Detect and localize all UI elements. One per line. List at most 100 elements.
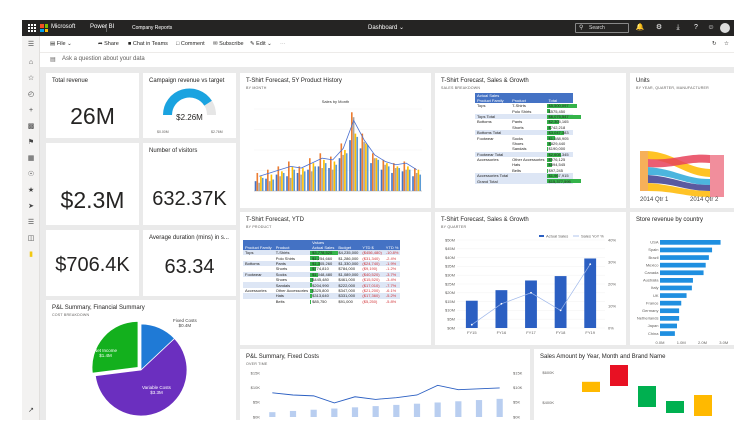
tile-sales-growth-quarter[interactable]: T-Shirt Forecast, Sales & Growth BY QUAR…	[435, 212, 626, 345]
bar	[660, 240, 721, 245]
bar	[525, 280, 537, 328]
qa-input[interactable]: Ask a question about your data	[62, 56, 145, 62]
cell-value: $313,640	[312, 293, 329, 299]
bar	[370, 163, 372, 191]
legend-label: Actual Sales	[546, 234, 568, 239]
cell-value: $3,778,520	[312, 250, 333, 256]
edit-button[interactable]: ✎ Edit ⌄	[250, 41, 272, 47]
bar	[610, 365, 628, 386]
table-cell: -2.4%	[385, 255, 397, 261]
comment-button[interactable]: □ Comment	[176, 41, 205, 47]
goals-icon[interactable]: ⚑	[27, 139, 35, 146]
datasets-icon[interactable]: ▩	[27, 123, 35, 130]
metrics-icon[interactable]: ☰	[27, 219, 35, 226]
recent-icon[interactable]: ◴	[27, 91, 35, 98]
bar	[361, 133, 364, 191]
microsoft-logo-icon	[40, 24, 48, 32]
tile-product-history[interactable]: T-Shirt Forecast, 5Y Product History BY …	[240, 73, 431, 208]
cell-value: $3,047,383	[548, 130, 569, 136]
favorites-icon[interactable]: ☆	[27, 75, 35, 82]
shared-icon[interactable]: ☉	[27, 171, 35, 178]
table-cell: ($17,360)	[362, 293, 380, 299]
table-header: Product	[510, 98, 547, 103]
more-icon[interactable]: ···	[280, 41, 286, 47]
bar	[403, 161, 406, 191]
cell-value: $2,305,165	[548, 119, 569, 125]
tile-store-revenue[interactable]: Store revenue by country USA Spain Brazil M…	[630, 212, 734, 345]
table-cell: Shorts	[512, 124, 524, 130]
data-bar	[546, 147, 548, 152]
fixed-costs-value: $0.4M	[178, 323, 192, 328]
table-row: Bottoms Total $3,047,383	[475, 129, 573, 136]
qa-bar[interactable]: ▤ Ask a question about your data	[40, 53, 734, 67]
table-row: Tops T-Shirts $3,778,520 $4,235,000 ($456,48…	[243, 250, 401, 256]
table-row: Bottoms Pants $1,305,260 $1,330,000 ($24,740…	[243, 260, 401, 267]
search-input[interactable]: ⚲ Search	[575, 23, 629, 33]
table-cell: $190,000	[546, 146, 573, 152]
bar	[330, 156, 332, 191]
x-tick-label: 3.0M	[719, 340, 728, 345]
tile-ytd[interactable]: T-Shirt Forecast, YTD BY PRODUCT Values …	[240, 212, 431, 345]
table-cell: Socks	[512, 135, 523, 141]
share-icon: ➦	[98, 41, 103, 47]
bell-icon[interactable]: 🔔	[635, 24, 645, 31]
bar	[660, 255, 709, 260]
tile-units[interactable]: Units BY YEAR, QUARTER, MANUFACTURER 201…	[630, 73, 734, 208]
gear-icon[interactable]: ⚙	[655, 24, 663, 31]
share-button[interactable]: ➦ Share	[98, 41, 119, 47]
table-cell: -5.8%	[385, 298, 397, 304]
table-cell: Footwear	[245, 271, 262, 277]
star-icon[interactable]: ☆	[724, 41, 729, 47]
apps-icon[interactable]: ▦	[27, 155, 35, 162]
cell-value: $204,990	[312, 282, 329, 288]
cell-value: $976,125	[548, 157, 566, 163]
refresh-icon[interactable]: ↻	[712, 41, 717, 47]
learn-icon[interactable]: ★	[27, 187, 35, 194]
table-cell: Other Accessories	[512, 157, 545, 163]
search-placeholder: Search	[589, 25, 605, 31]
data-bar	[546, 157, 552, 162]
left-nav: ☰ ⌂ ☆ ◴ + ▩ ⚑ ▦ ☉ ★ ➤ ☰ ◫ ▮ ↗	[22, 36, 40, 420]
table-cell: $1,254,660	[310, 255, 336, 261]
create-icon[interactable]: +	[28, 107, 34, 114]
tile-sales-amount[interactable]: Sales Amount by Year, Month and Brand Na…	[534, 349, 734, 420]
yoy-point	[530, 291, 532, 294]
deployment-icon[interactable]: ➤	[28, 203, 34, 210]
tile-total-revenue[interactable]: Total revenue 26M	[46, 73, 139, 138]
feedback-icon[interactable]: ☺	[707, 24, 715, 31]
file-menu[interactable]: ▤ File ⌄	[50, 41, 72, 47]
subscribe-button[interactable]: ✉ Subscribe	[213, 41, 244, 47]
avatar[interactable]	[720, 23, 730, 33]
app-name[interactable]: Power BI	[90, 24, 115, 30]
table-cell: ($9,190)	[362, 266, 378, 272]
expand-icon[interactable]: ↗	[28, 407, 34, 414]
home-icon[interactable]: ⌂	[28, 59, 34, 66]
bar	[413, 403, 421, 417]
cell-value: $15,377,595	[548, 178, 571, 184]
units-ribbon-chart	[640, 151, 724, 197]
tile-visitors[interactable]: Number of visitors 632.37K	[143, 143, 236, 225]
tile-campaign-gauge[interactable]: Campaign revenue vs target $2.26M $0.00M…	[143, 73, 236, 138]
hamburger-icon[interactable]: ☰	[27, 41, 35, 48]
help-icon[interactable]: ?	[694, 24, 698, 31]
workspace-name[interactable]: Company Reports	[132, 24, 173, 31]
app-launcher-icon[interactable]	[28, 24, 36, 32]
tile-sales-breakdown[interactable]: T-Shirt Forecast, Sales & Growth SALES B…	[435, 73, 626, 208]
workspaces-icon[interactable]: ◫	[27, 235, 35, 242]
download-icon[interactable]: ⤓	[676, 24, 680, 31]
cell-value: $1,305,260	[312, 260, 333, 266]
dashboard-breadcrumb[interactable]: Dashboard ⌄	[368, 24, 404, 31]
tile-duration[interactable]: Average duration (mins) in s... 63.34	[143, 230, 236, 296]
y-tick-label: $5K	[253, 400, 260, 405]
tile-pl-financial-summary[interactable]: P&L Summary, Financial Summary COST BREA…	[46, 300, 236, 420]
table-cell: $347,000	[338, 287, 356, 293]
table-cell: Grand Total	[477, 178, 498, 184]
table-row: Hats $894,545	[475, 162, 573, 168]
teams-button[interactable]: ■ Chat in Teams	[128, 41, 168, 47]
current-workspace-icon[interactable]: ▮	[29, 251, 33, 258]
tile-stat-706k[interactable]: $706.4K	[46, 230, 139, 296]
tile-stat-2-3m[interactable]: $2.3M	[46, 143, 139, 225]
bar	[365, 143, 367, 191]
tile-fixed-costs[interactable]: P&L Summary, Fixed Costs OVER TIME $0K $5…	[240, 349, 530, 420]
bar	[375, 158, 378, 191]
